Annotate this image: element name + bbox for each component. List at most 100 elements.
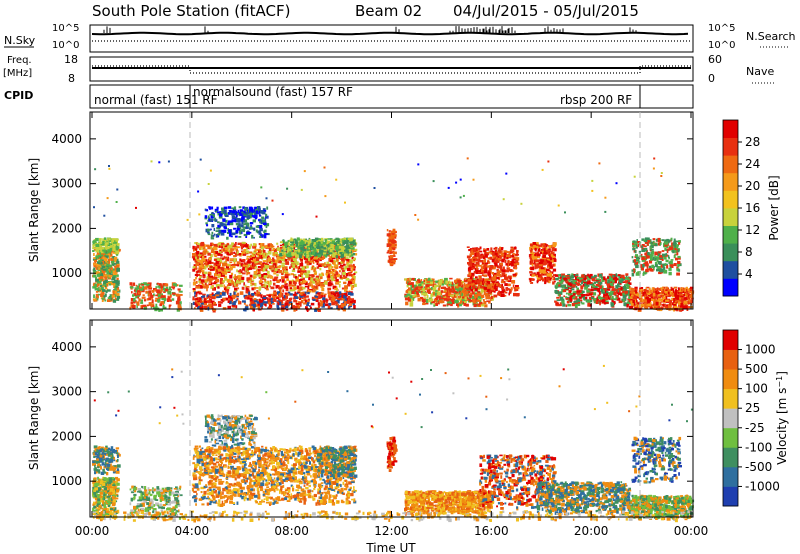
power-echo-cell xyxy=(427,299,432,303)
power-echo-cell xyxy=(165,286,169,289)
power-echo-cell xyxy=(177,295,181,299)
power-echo-cell xyxy=(309,244,312,248)
power-echo-cell xyxy=(501,284,503,287)
power-echo-cell xyxy=(263,267,266,271)
power-echo-cell xyxy=(272,264,275,268)
power-echo-cell xyxy=(215,230,219,232)
power-echo-cell xyxy=(224,215,229,217)
power-echo-cell xyxy=(486,295,489,300)
power-echo-cell xyxy=(276,270,279,274)
power-echo-cell xyxy=(113,275,117,278)
power-echo-cell xyxy=(439,295,444,298)
power-echo-cell xyxy=(148,302,152,306)
power-echo-cell xyxy=(156,282,159,285)
power-echo-cell xyxy=(114,283,118,288)
power-echo-cell xyxy=(436,296,439,301)
power-echo-cell xyxy=(302,253,305,256)
power-echo-cell xyxy=(459,292,462,296)
power-echo-cell xyxy=(512,273,517,276)
power-echo-cell xyxy=(196,244,200,249)
power-echo-cell xyxy=(330,294,334,298)
frequency-strip-frame xyxy=(89,56,694,82)
power-echo-cell xyxy=(407,298,411,302)
power-echo-cell xyxy=(95,266,98,270)
power-echo-cell xyxy=(353,268,356,271)
power-echo-cell xyxy=(325,248,329,251)
power-echo-cell xyxy=(324,262,326,266)
power-echo-cell xyxy=(254,282,257,287)
power-echo-cell xyxy=(236,250,239,255)
power-echo-cell xyxy=(259,280,263,283)
power-echo-cell xyxy=(353,273,356,275)
power-echo-cell xyxy=(101,243,105,246)
power-echo-cell xyxy=(103,274,105,278)
power-echo-cell xyxy=(211,296,215,300)
power-echo-cell xyxy=(485,296,487,300)
noise-right-bottom-tick: 10^0 xyxy=(708,40,735,51)
power-echo-cell xyxy=(292,289,296,292)
power-echo-cell xyxy=(408,296,411,300)
power-echo-cell xyxy=(515,257,520,261)
power-echo-cell xyxy=(344,276,348,279)
power-echo-cell xyxy=(342,272,346,276)
power-echo-cell xyxy=(218,273,222,278)
power-echo-cell xyxy=(201,255,205,260)
power-echo-cell xyxy=(281,264,285,268)
power-echo-cell xyxy=(317,295,321,299)
power-echo-cell xyxy=(248,267,251,271)
power-echo-cell xyxy=(230,282,234,285)
power-echo-cell xyxy=(169,294,172,298)
power-echo-cell xyxy=(229,221,234,226)
power-echo-cell xyxy=(546,277,550,281)
power-echo-cell xyxy=(442,304,447,307)
power-echo-cell xyxy=(209,262,214,264)
power-echo-cell xyxy=(444,286,447,290)
power-echo-cell xyxy=(336,281,340,284)
power-echo-cell xyxy=(227,286,231,289)
power-echo-cell xyxy=(352,300,356,303)
power-echo-cell xyxy=(266,288,269,291)
power-echo-cell xyxy=(141,296,146,299)
power-echo-cell xyxy=(202,260,205,263)
power-echo-cell xyxy=(259,282,263,285)
power-echo-cell xyxy=(172,287,175,290)
power-echo-cell xyxy=(174,283,177,287)
power-echo-cell xyxy=(102,257,105,260)
power-echo-cell xyxy=(144,286,148,290)
power-echo-cell xyxy=(282,271,285,275)
power-echo-cell xyxy=(220,273,225,277)
power-echo-cell xyxy=(294,291,297,294)
power-echo-cell xyxy=(311,290,316,293)
power-echo-cell xyxy=(301,291,305,295)
power-echo-cell xyxy=(162,284,165,288)
power-echo-cell xyxy=(243,302,246,305)
power-echo-cell xyxy=(162,287,165,291)
nave-trace xyxy=(92,65,691,74)
power-echo-cell xyxy=(194,307,196,309)
power-echo-cell xyxy=(305,280,308,283)
power-echo-cell xyxy=(329,264,332,268)
power-echo-cell xyxy=(114,287,118,291)
power-echo-cell xyxy=(345,273,349,277)
power-echo-cell xyxy=(101,297,104,300)
power-echo-cell xyxy=(233,255,236,258)
power-echo-cell xyxy=(104,264,109,268)
power-echo-cell xyxy=(352,263,355,267)
power-echo-cell xyxy=(264,284,267,288)
power-echo-cell xyxy=(94,272,99,275)
power-echo-cell xyxy=(300,299,304,304)
power-echo-cell xyxy=(349,249,351,253)
power-echo-cell xyxy=(216,211,221,214)
power-echo-cell xyxy=(345,259,350,261)
power-echo-cell xyxy=(226,278,230,283)
power-echo-cell xyxy=(250,279,255,282)
power-echo-cell xyxy=(232,210,236,214)
power-echo-cell xyxy=(306,299,310,303)
power-echo-cell xyxy=(130,298,134,302)
power-echo-cell xyxy=(155,286,158,289)
power-echo-cell xyxy=(354,299,356,304)
power-echo-cell xyxy=(532,256,536,260)
power-echo-cell xyxy=(255,229,258,233)
power-echo-cell xyxy=(335,295,338,300)
power-echo-cell xyxy=(546,273,551,277)
